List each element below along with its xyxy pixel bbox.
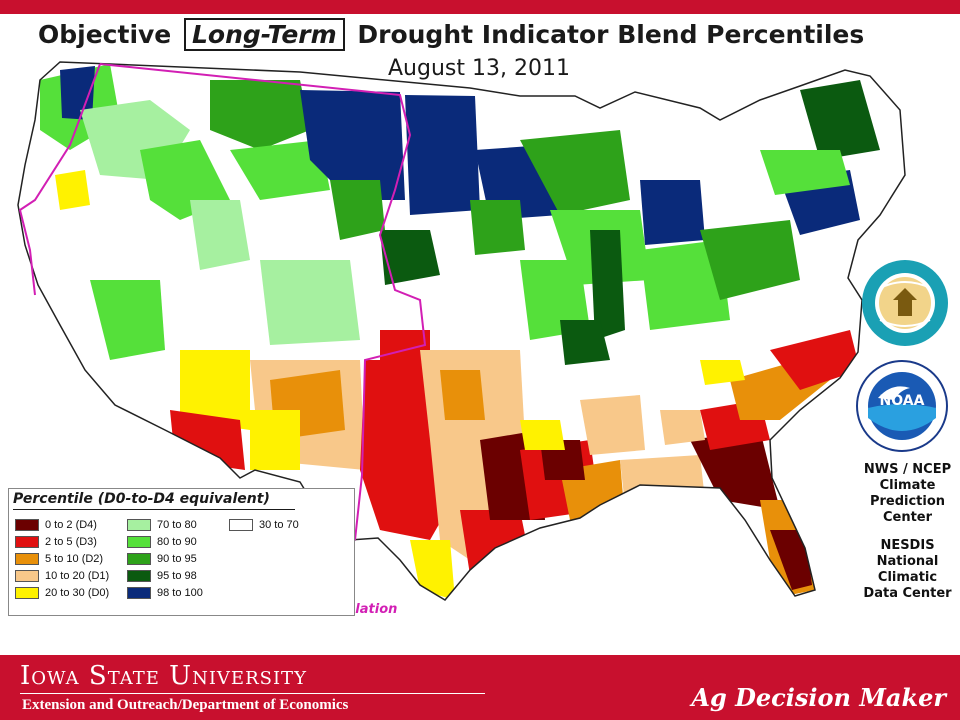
legend-swatch xyxy=(15,553,39,565)
footer-bar: Iowa State University Extension and Outr… xyxy=(0,655,960,720)
title-part-2: Drought Indicator Blend Percentiles xyxy=(357,20,865,49)
agency-line: NWS / NCEP xyxy=(863,462,952,477)
extension-line: Extension and Outreach/Department of Eco… xyxy=(22,697,349,713)
western-formulation-boundary-east xyxy=(99,63,427,541)
legend-item: 70 to 80 xyxy=(127,518,197,532)
legend-item: 90 to 95 xyxy=(127,552,197,566)
legend-swatch xyxy=(15,570,39,582)
legend-swatch xyxy=(229,519,253,531)
us-outline xyxy=(17,61,906,601)
legend-label: 70 to 80 xyxy=(157,519,197,531)
map-regions xyxy=(18,62,905,600)
legend-item: 2 to 5 (D3) xyxy=(15,535,97,549)
legend-item: 95 to 98 xyxy=(127,569,197,583)
map-title: Objective Long-Term Drought Indicator Bl… xyxy=(38,18,864,51)
legend-label: 5 to 10 (D2) xyxy=(45,553,104,565)
legend-swatch xyxy=(15,536,39,548)
agency-line: Climatic xyxy=(877,570,938,585)
department-of-commerce-seal-icon xyxy=(862,260,948,346)
ncdc-agency-label: NESDIS National Climatic Data Center xyxy=(855,538,960,602)
noaa-logo-text: NOAA xyxy=(880,393,925,409)
title-part-1: Objective xyxy=(38,20,172,49)
legend-swatch xyxy=(127,570,151,582)
agency-line: NESDIS xyxy=(880,538,935,553)
legend-label: 20 to 30 (D0) xyxy=(45,587,110,599)
legend-swatch xyxy=(15,587,39,599)
noaa-logo-icon: NOAA xyxy=(856,360,948,452)
legend-item: 80 to 90 xyxy=(127,535,197,549)
drought-map xyxy=(17,61,906,611)
legend-item: 5 to 10 (D2) xyxy=(15,552,103,566)
agency-line: Data Center xyxy=(863,586,952,601)
legend-label: 98 to 100 xyxy=(157,587,203,599)
legend-item: 98 to 100 xyxy=(127,586,203,600)
top-accent-bar xyxy=(0,0,960,14)
legend-swatch xyxy=(127,519,151,531)
western-formulation-boundary-west xyxy=(18,63,101,296)
legend-title-underline xyxy=(13,509,295,510)
legend-swatch xyxy=(127,536,151,548)
agency-line: National xyxy=(876,554,939,569)
university-name: Iowa State University xyxy=(20,661,307,691)
legend-swatch xyxy=(15,519,39,531)
footer-rule xyxy=(20,693,485,694)
legend-item: 10 to 20 (D1) xyxy=(15,569,109,583)
legend-item: 20 to 30 (D0) xyxy=(15,586,109,600)
legend-item: 30 to 70 xyxy=(229,518,299,532)
legend-title: Percentile (D0-to-D4 equivalent) xyxy=(13,491,270,507)
legend-label: 30 to 70 xyxy=(259,519,299,531)
legend-item: 0 to 2 (D4) xyxy=(15,518,97,532)
ag-decision-maker-brand: Ag Decision Maker xyxy=(691,683,946,712)
agency-line: Climate xyxy=(879,478,936,493)
legend-label: 90 to 95 xyxy=(157,553,197,565)
legend: Percentile (D0-to-D4 equivalent) 0 to 2 … xyxy=(8,488,355,616)
legend-label: 80 to 90 xyxy=(157,536,197,548)
legend-label: 10 to 20 (D1) xyxy=(45,570,110,582)
agency-line: Prediction xyxy=(869,494,946,509)
title-highlight: Long-Term xyxy=(183,18,345,51)
legend-label: 2 to 5 (D3) xyxy=(45,536,97,548)
legend-label: 95 to 98 xyxy=(157,570,197,582)
agency-line: Center xyxy=(882,510,933,525)
map-date: August 13, 2011 xyxy=(388,56,570,81)
cpc-agency-label: NWS / NCEP Climate Prediction Center xyxy=(855,462,960,526)
legend-label: 0 to 2 (D4) xyxy=(45,519,97,531)
legend-swatch xyxy=(127,587,151,599)
legend-swatch xyxy=(127,553,151,565)
